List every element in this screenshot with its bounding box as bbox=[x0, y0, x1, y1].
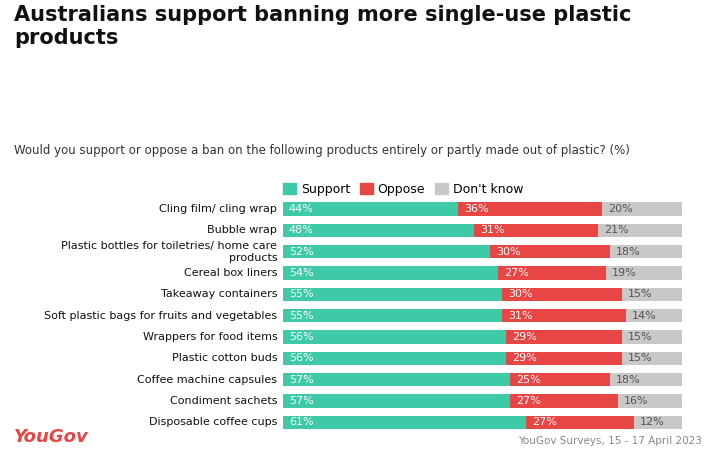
Text: 31%: 31% bbox=[508, 311, 533, 321]
Text: YouGov: YouGov bbox=[14, 428, 89, 446]
Text: 31%: 31% bbox=[480, 226, 505, 235]
Text: Cereal box liners: Cereal box liners bbox=[184, 268, 277, 278]
Bar bbox=[610, 373, 682, 386]
Text: 15%: 15% bbox=[628, 290, 652, 299]
Text: Takeaway containers: Takeaway containers bbox=[161, 290, 277, 299]
Bar bbox=[498, 267, 606, 280]
Bar bbox=[511, 373, 610, 386]
Text: 21%: 21% bbox=[604, 226, 629, 235]
Text: 56%: 56% bbox=[289, 353, 314, 364]
Bar bbox=[622, 288, 682, 301]
Text: 44%: 44% bbox=[289, 204, 314, 214]
Text: 29%: 29% bbox=[512, 332, 537, 342]
Bar bbox=[511, 394, 618, 408]
Text: 48%: 48% bbox=[289, 226, 314, 235]
Bar bbox=[598, 224, 682, 237]
Text: YouGov Surveys, 15 - 17 April 2023: YouGov Surveys, 15 - 17 April 2023 bbox=[518, 437, 702, 446]
Text: 36%: 36% bbox=[465, 204, 489, 214]
Bar bbox=[606, 267, 682, 280]
Text: 55%: 55% bbox=[289, 311, 314, 321]
Text: Bubble wrap: Bubble wrap bbox=[208, 226, 277, 235]
Bar bbox=[283, 267, 498, 280]
Text: 18%: 18% bbox=[616, 375, 641, 385]
Bar bbox=[283, 352, 506, 365]
Text: Wrappers for food items: Wrappers for food items bbox=[142, 332, 277, 342]
Bar bbox=[474, 224, 598, 237]
Bar bbox=[502, 288, 622, 301]
Bar bbox=[490, 245, 610, 258]
Text: 29%: 29% bbox=[512, 353, 537, 364]
Legend: Support, Oppose, Don't know: Support, Oppose, Don't know bbox=[279, 178, 528, 201]
Text: 30%: 30% bbox=[496, 247, 521, 257]
Text: Australians support banning more single-use plastic
products: Australians support banning more single-… bbox=[14, 5, 632, 48]
Bar bbox=[283, 202, 458, 216]
Bar bbox=[506, 331, 622, 344]
Text: 15%: 15% bbox=[628, 332, 652, 342]
Text: 52%: 52% bbox=[289, 247, 314, 257]
Text: Plastic bottles for toiletries/ home care
products: Plastic bottles for toiletries/ home car… bbox=[62, 241, 277, 262]
Text: Disposable coffee cups: Disposable coffee cups bbox=[149, 417, 277, 427]
Bar bbox=[610, 245, 682, 258]
Text: 57%: 57% bbox=[289, 396, 314, 406]
Text: 27%: 27% bbox=[516, 396, 541, 406]
Text: 14%: 14% bbox=[632, 311, 657, 321]
Text: 54%: 54% bbox=[289, 268, 314, 278]
Text: Soft plastic bags for fruits and vegetables: Soft plastic bags for fruits and vegetab… bbox=[44, 311, 277, 321]
Text: 15%: 15% bbox=[628, 353, 652, 364]
Bar bbox=[622, 352, 682, 365]
Text: 16%: 16% bbox=[624, 396, 649, 406]
Bar bbox=[602, 202, 682, 216]
Text: Coffee machine capsules: Coffee machine capsules bbox=[137, 375, 277, 385]
Text: 19%: 19% bbox=[612, 268, 637, 278]
Text: 12%: 12% bbox=[640, 417, 664, 427]
Bar bbox=[626, 309, 682, 322]
Bar bbox=[283, 224, 474, 237]
Bar bbox=[283, 288, 502, 301]
Bar bbox=[618, 394, 682, 408]
Bar bbox=[283, 245, 490, 258]
Text: Cling film/ cling wrap: Cling film/ cling wrap bbox=[160, 204, 277, 214]
Bar bbox=[283, 394, 511, 408]
Text: 56%: 56% bbox=[289, 332, 314, 342]
Bar bbox=[622, 331, 682, 344]
Bar bbox=[283, 309, 502, 322]
Text: 20%: 20% bbox=[608, 204, 633, 214]
Bar bbox=[502, 309, 626, 322]
Text: 27%: 27% bbox=[532, 417, 557, 427]
Text: Condiment sachets: Condiment sachets bbox=[170, 396, 277, 406]
Text: 25%: 25% bbox=[516, 375, 541, 385]
Text: Plastic cotton buds: Plastic cotton buds bbox=[172, 353, 277, 364]
Bar bbox=[526, 416, 634, 429]
Bar bbox=[283, 331, 506, 344]
Text: 55%: 55% bbox=[289, 290, 314, 299]
Text: Would you support or oppose a ban on the following products entirely or partly m: Would you support or oppose a ban on the… bbox=[14, 144, 630, 157]
Bar bbox=[506, 352, 622, 365]
Text: 30%: 30% bbox=[508, 290, 533, 299]
Text: 57%: 57% bbox=[289, 375, 314, 385]
Bar bbox=[283, 373, 511, 386]
Text: 18%: 18% bbox=[616, 247, 641, 257]
Bar bbox=[634, 416, 682, 429]
Bar bbox=[458, 202, 602, 216]
Bar bbox=[283, 416, 526, 429]
Text: 27%: 27% bbox=[504, 268, 529, 278]
Text: 61%: 61% bbox=[289, 417, 314, 427]
